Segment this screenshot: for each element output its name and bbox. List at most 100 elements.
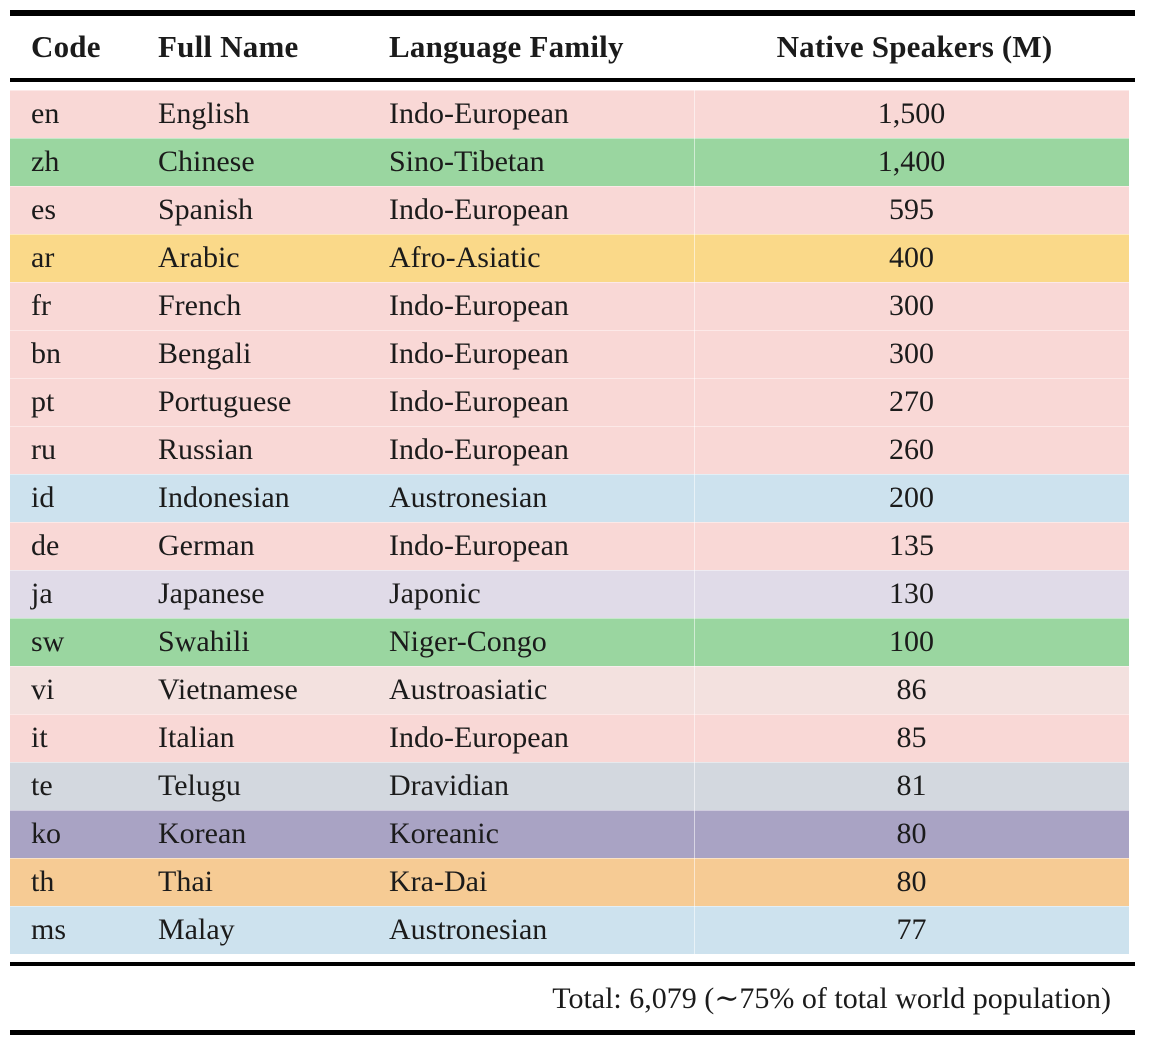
cell-code: vi bbox=[31, 673, 55, 706]
cell-language-family: Austronesian bbox=[389, 913, 548, 946]
top-rule bbox=[10, 10, 1135, 16]
cell-language-family: Kra-Dai bbox=[389, 865, 488, 898]
column-header-language-family: Language Family bbox=[389, 29, 624, 64]
cell-full-name: Korean bbox=[158, 817, 247, 850]
cell-full-name: French bbox=[158, 289, 242, 322]
cell-full-name: Malay bbox=[158, 913, 235, 946]
cell-language-family: Indo-European bbox=[389, 385, 569, 418]
table-body: en English Indo-European 1,500 zh Chines… bbox=[10, 90, 1135, 954]
header-gap bbox=[10, 82, 1135, 90]
cell-code: ko bbox=[31, 817, 61, 850]
cell-code: en bbox=[31, 97, 60, 130]
cell-code: te bbox=[31, 769, 53, 802]
cell-code: bn bbox=[31, 337, 61, 370]
cell-native-speakers: 595 bbox=[694, 186, 1129, 234]
cell-code: fr bbox=[31, 289, 51, 322]
table-row: ja Japanese Japonic 130 bbox=[10, 570, 1129, 618]
cell-code: zh bbox=[31, 145, 60, 178]
total-row: Total: 6,079 (∼75% of total world popula… bbox=[10, 966, 1135, 1030]
cell-full-name: Arabic bbox=[158, 241, 240, 274]
cell-language-family: Indo-European bbox=[389, 289, 569, 322]
cell-language-family: Japonic bbox=[389, 577, 481, 610]
cell-language-family: Indo-European bbox=[389, 433, 569, 466]
cell-code: id bbox=[31, 481, 55, 514]
cell-native-speakers: 260 bbox=[694, 426, 1129, 474]
cell-full-name: Spanish bbox=[158, 193, 254, 226]
cell-full-name: Swahili bbox=[158, 625, 250, 658]
cell-code: ja bbox=[31, 577, 53, 610]
cell-native-speakers: 400 bbox=[694, 234, 1129, 282]
cell-full-name: Thai bbox=[158, 865, 213, 898]
cell-native-speakers: 81 bbox=[694, 762, 1129, 810]
column-header-native-speakers: Native Speakers (M) bbox=[776, 29, 1053, 64]
cell-code: ar bbox=[31, 241, 55, 274]
cell-full-name: Telugu bbox=[158, 769, 241, 802]
table-row: ru Russian Indo-European 260 bbox=[10, 426, 1129, 474]
table-row: it Italian Indo-European 85 bbox=[10, 714, 1129, 762]
table-row: sw Swahili Niger-Congo 100 bbox=[10, 618, 1129, 666]
cell-code: es bbox=[31, 193, 56, 226]
column-header-full-name: Full Name bbox=[158, 29, 299, 64]
table-row: te Telugu Dravidian 81 bbox=[10, 762, 1129, 810]
cell-full-name: Russian bbox=[158, 433, 254, 466]
cell-language-family: Sino-Tibetan bbox=[389, 145, 545, 178]
total-label: Total: 6,079 (∼75% of total world popula… bbox=[552, 981, 1111, 1015]
cell-code: de bbox=[31, 529, 60, 562]
cell-language-family: Indo-European bbox=[389, 193, 569, 226]
table-row: bn Bengali Indo-European 300 bbox=[10, 330, 1129, 378]
total-rule bbox=[10, 962, 1135, 966]
header-rule bbox=[10, 78, 1135, 82]
cell-code: it bbox=[31, 721, 48, 754]
table-row: es Spanish Indo-European 595 bbox=[10, 186, 1129, 234]
cell-language-family: Afro-Asiatic bbox=[389, 241, 541, 274]
cell-native-speakers: 270 bbox=[694, 378, 1129, 426]
table-row: de German Indo-European 135 bbox=[10, 522, 1129, 570]
cell-full-name: Portuguese bbox=[158, 385, 292, 418]
cell-code: th bbox=[31, 865, 55, 898]
cell-native-speakers: 135 bbox=[694, 522, 1129, 570]
bottom-rule bbox=[10, 1030, 1135, 1035]
cell-code: ms bbox=[31, 913, 67, 946]
cell-language-family: Austroasiatic bbox=[389, 673, 548, 706]
table-row: id Indonesian Austronesian 200 bbox=[10, 474, 1129, 522]
cell-full-name: Indonesian bbox=[158, 481, 290, 514]
table-row: ko Korean Koreanic 80 bbox=[10, 810, 1129, 858]
table-row: ms Malay Austronesian 77 bbox=[10, 906, 1129, 954]
cell-native-speakers: 100 bbox=[694, 618, 1129, 666]
table-row: pt Portuguese Indo-European 270 bbox=[10, 378, 1129, 426]
table-header-row: Code Full Name Language Family Native Sp… bbox=[10, 16, 1135, 78]
cell-language-family: Indo-European bbox=[389, 721, 569, 754]
cell-full-name: Italian bbox=[158, 721, 235, 754]
cell-native-speakers: 85 bbox=[694, 714, 1129, 762]
cell-full-name: English bbox=[158, 97, 250, 130]
cell-native-speakers: 130 bbox=[694, 570, 1129, 618]
cell-native-speakers: 200 bbox=[694, 474, 1129, 522]
table-row: zh Chinese Sino-Tibetan 1,400 bbox=[10, 138, 1129, 186]
cell-native-speakers: 86 bbox=[694, 666, 1129, 714]
cell-full-name: Bengali bbox=[158, 337, 252, 370]
table-row: vi Vietnamese Austroasiatic 86 bbox=[10, 666, 1129, 714]
cell-full-name: Chinese bbox=[158, 145, 255, 178]
cell-language-family: Koreanic bbox=[389, 817, 499, 850]
table-row: en English Indo-European 1,500 bbox=[10, 90, 1129, 138]
cell-language-family: Indo-European bbox=[389, 97, 569, 130]
cell-native-speakers: 77 bbox=[694, 906, 1129, 954]
cell-code: ru bbox=[31, 433, 56, 466]
cell-language-family: Dravidian bbox=[389, 769, 509, 802]
table-row: ar Arabic Afro-Asiatic 400 bbox=[10, 234, 1129, 282]
cell-code: sw bbox=[31, 625, 65, 658]
table-row: fr French Indo-European 300 bbox=[10, 282, 1129, 330]
cell-language-family: Austronesian bbox=[389, 481, 548, 514]
table-row: th Thai Kra-Dai 80 bbox=[10, 858, 1129, 906]
cell-native-speakers: 1,400 bbox=[694, 138, 1129, 186]
cell-full-name: Japanese bbox=[158, 577, 265, 610]
cell-native-speakers: 80 bbox=[694, 810, 1129, 858]
cell-native-speakers: 300 bbox=[694, 282, 1129, 330]
cell-full-name: German bbox=[158, 529, 255, 562]
cell-native-speakers: 300 bbox=[694, 330, 1129, 378]
cell-language-family: Indo-European bbox=[389, 337, 569, 370]
cell-language-family: Niger-Congo bbox=[389, 625, 547, 658]
language-statistics-table: Code Full Name Language Family Native Sp… bbox=[10, 10, 1135, 1035]
column-header-code: Code bbox=[31, 29, 101, 64]
cell-code: pt bbox=[31, 385, 55, 418]
